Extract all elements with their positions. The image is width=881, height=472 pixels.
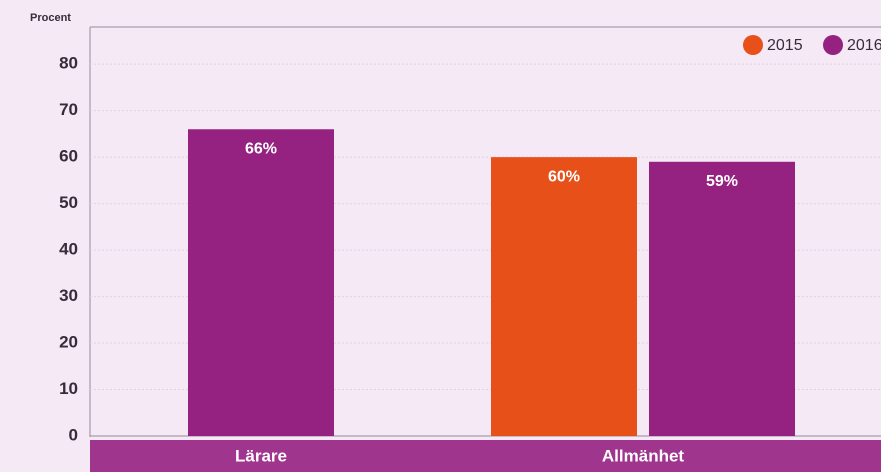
- x-tick-label: Allmänhet: [602, 446, 685, 465]
- category-strip: [90, 440, 881, 472]
- value-label: 60%: [548, 168, 580, 185]
- legend-label: 2015: [767, 37, 803, 54]
- y-axis-label: Procent: [30, 12, 71, 24]
- y-tick-label: 30: [59, 286, 78, 305]
- legend-label: 2016: [847, 37, 881, 54]
- y-tick-label: 0: [69, 425, 78, 444]
- legend-swatch: [743, 35, 763, 55]
- bar: [188, 129, 334, 436]
- x-tick-label: Lärare: [235, 446, 287, 465]
- y-tick-label: 80: [59, 54, 78, 73]
- value-label: 66%: [245, 140, 277, 157]
- bar: [649, 161, 795, 436]
- value-label: 59%: [706, 173, 738, 190]
- legend-swatch: [823, 35, 843, 55]
- y-tick-label: 40: [59, 240, 78, 259]
- y-tick-label: 60: [59, 147, 78, 166]
- y-tick-label: 50: [59, 193, 78, 212]
- y-tick-label: 20: [59, 333, 78, 352]
- y-tick-label: 10: [59, 379, 78, 398]
- bar: [491, 157, 637, 437]
- y-tick-label: 70: [59, 100, 78, 119]
